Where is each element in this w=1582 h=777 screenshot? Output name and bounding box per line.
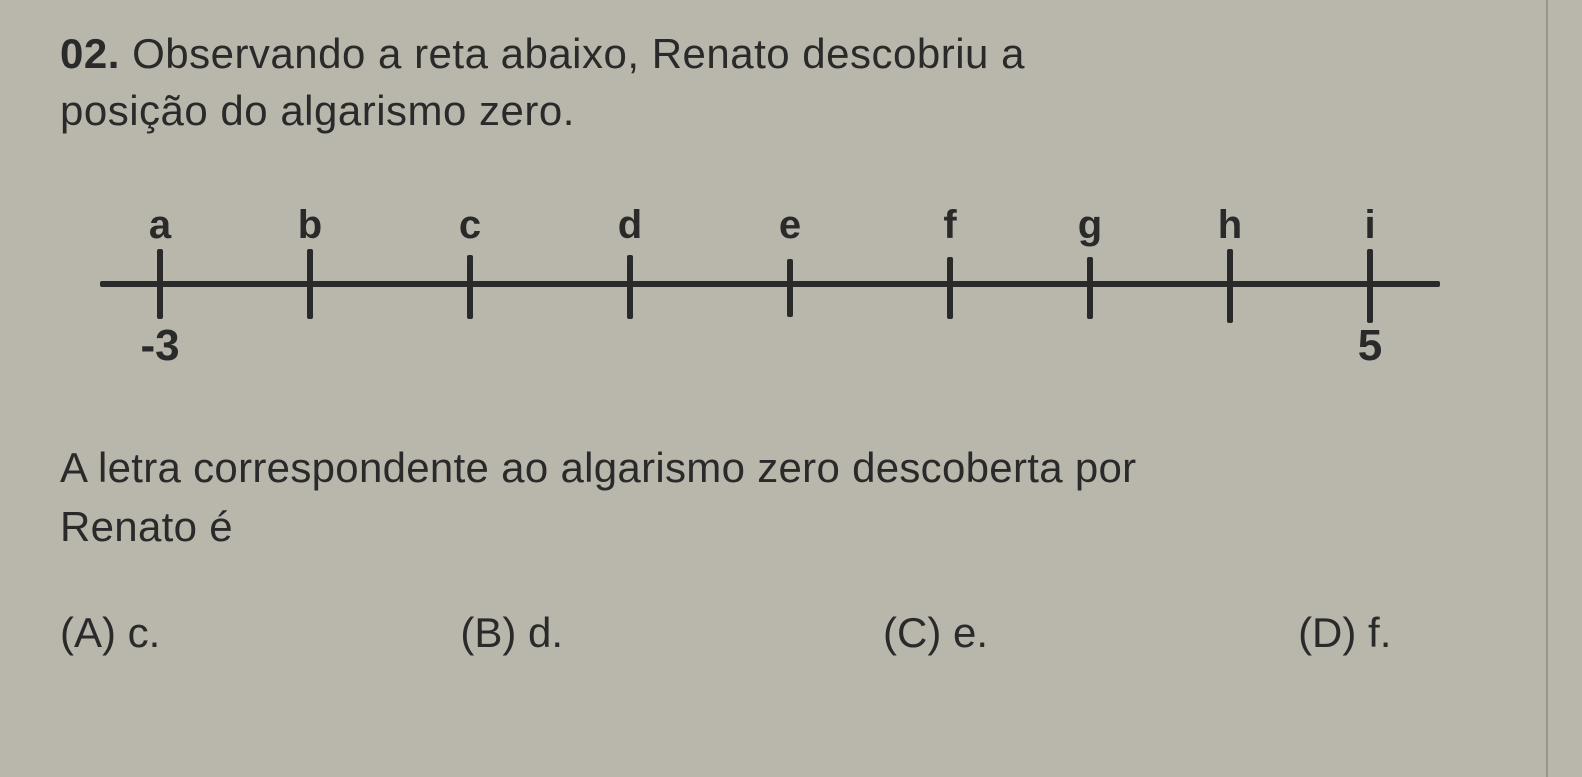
followup-line2: Renato é (60, 503, 233, 550)
tick-letter-f: f (943, 203, 956, 248)
tick-a (157, 249, 163, 319)
tick-e (787, 259, 793, 317)
question-line1: Observando a reta abaixo, Renato descobr… (132, 30, 1025, 77)
tick-g (1087, 257, 1093, 319)
option-c-answer: e. (953, 609, 988, 657)
tick-letter-e: e (779, 203, 801, 248)
question-followup: A letra correspondente ao algarismo zero… (60, 439, 1480, 557)
question-stem: 02. Observando a reta abaixo, Renato des… (60, 26, 1480, 139)
tick-letter-c: c (459, 203, 481, 248)
tick-letter-d: d (618, 203, 642, 248)
tick-value-a: -3 (140, 321, 179, 371)
tick-letter-h: h (1218, 203, 1242, 248)
option-a-label: (A) (60, 609, 116, 657)
tick-b (307, 249, 313, 319)
option-b[interactable]: (B) d. (460, 609, 563, 657)
number-line-axis (100, 281, 1440, 287)
tick-i (1367, 249, 1373, 323)
option-d-label: (D) (1298, 609, 1356, 657)
followup-line1: A letra correspondente ao algarismo zero… (60, 444, 1136, 491)
tick-letter-a: a (149, 203, 171, 248)
option-c-label: (C) (883, 609, 941, 657)
tick-c (467, 255, 473, 319)
tick-h (1227, 249, 1233, 323)
tick-value-i: 5 (1358, 321, 1382, 371)
option-b-answer: d. (528, 609, 563, 657)
tick-d (627, 255, 633, 319)
question-number: 02. (60, 30, 120, 77)
option-b-label: (B) (460, 609, 516, 657)
exam-page: 02. Observando a reta abaixo, Renato des… (0, 0, 1582, 777)
option-d[interactable]: (D) f. (1298, 609, 1391, 657)
option-c[interactable]: (C) e. (883, 609, 988, 657)
tick-letter-i: i (1364, 203, 1375, 248)
answer-options: (A) c. (B) d. (C) e. (D) f. (60, 609, 1522, 657)
tick-letter-b: b (298, 203, 322, 248)
option-d-answer: f. (1368, 609, 1391, 657)
number-line: a-3bcdefghi5 (100, 209, 1440, 369)
question-line2: posição do algarismo zero. (60, 87, 575, 134)
tick-letter-g: g (1078, 203, 1102, 248)
option-a-answer: c. (128, 609, 161, 657)
option-a[interactable]: (A) c. (60, 609, 160, 657)
tick-f (947, 257, 953, 319)
